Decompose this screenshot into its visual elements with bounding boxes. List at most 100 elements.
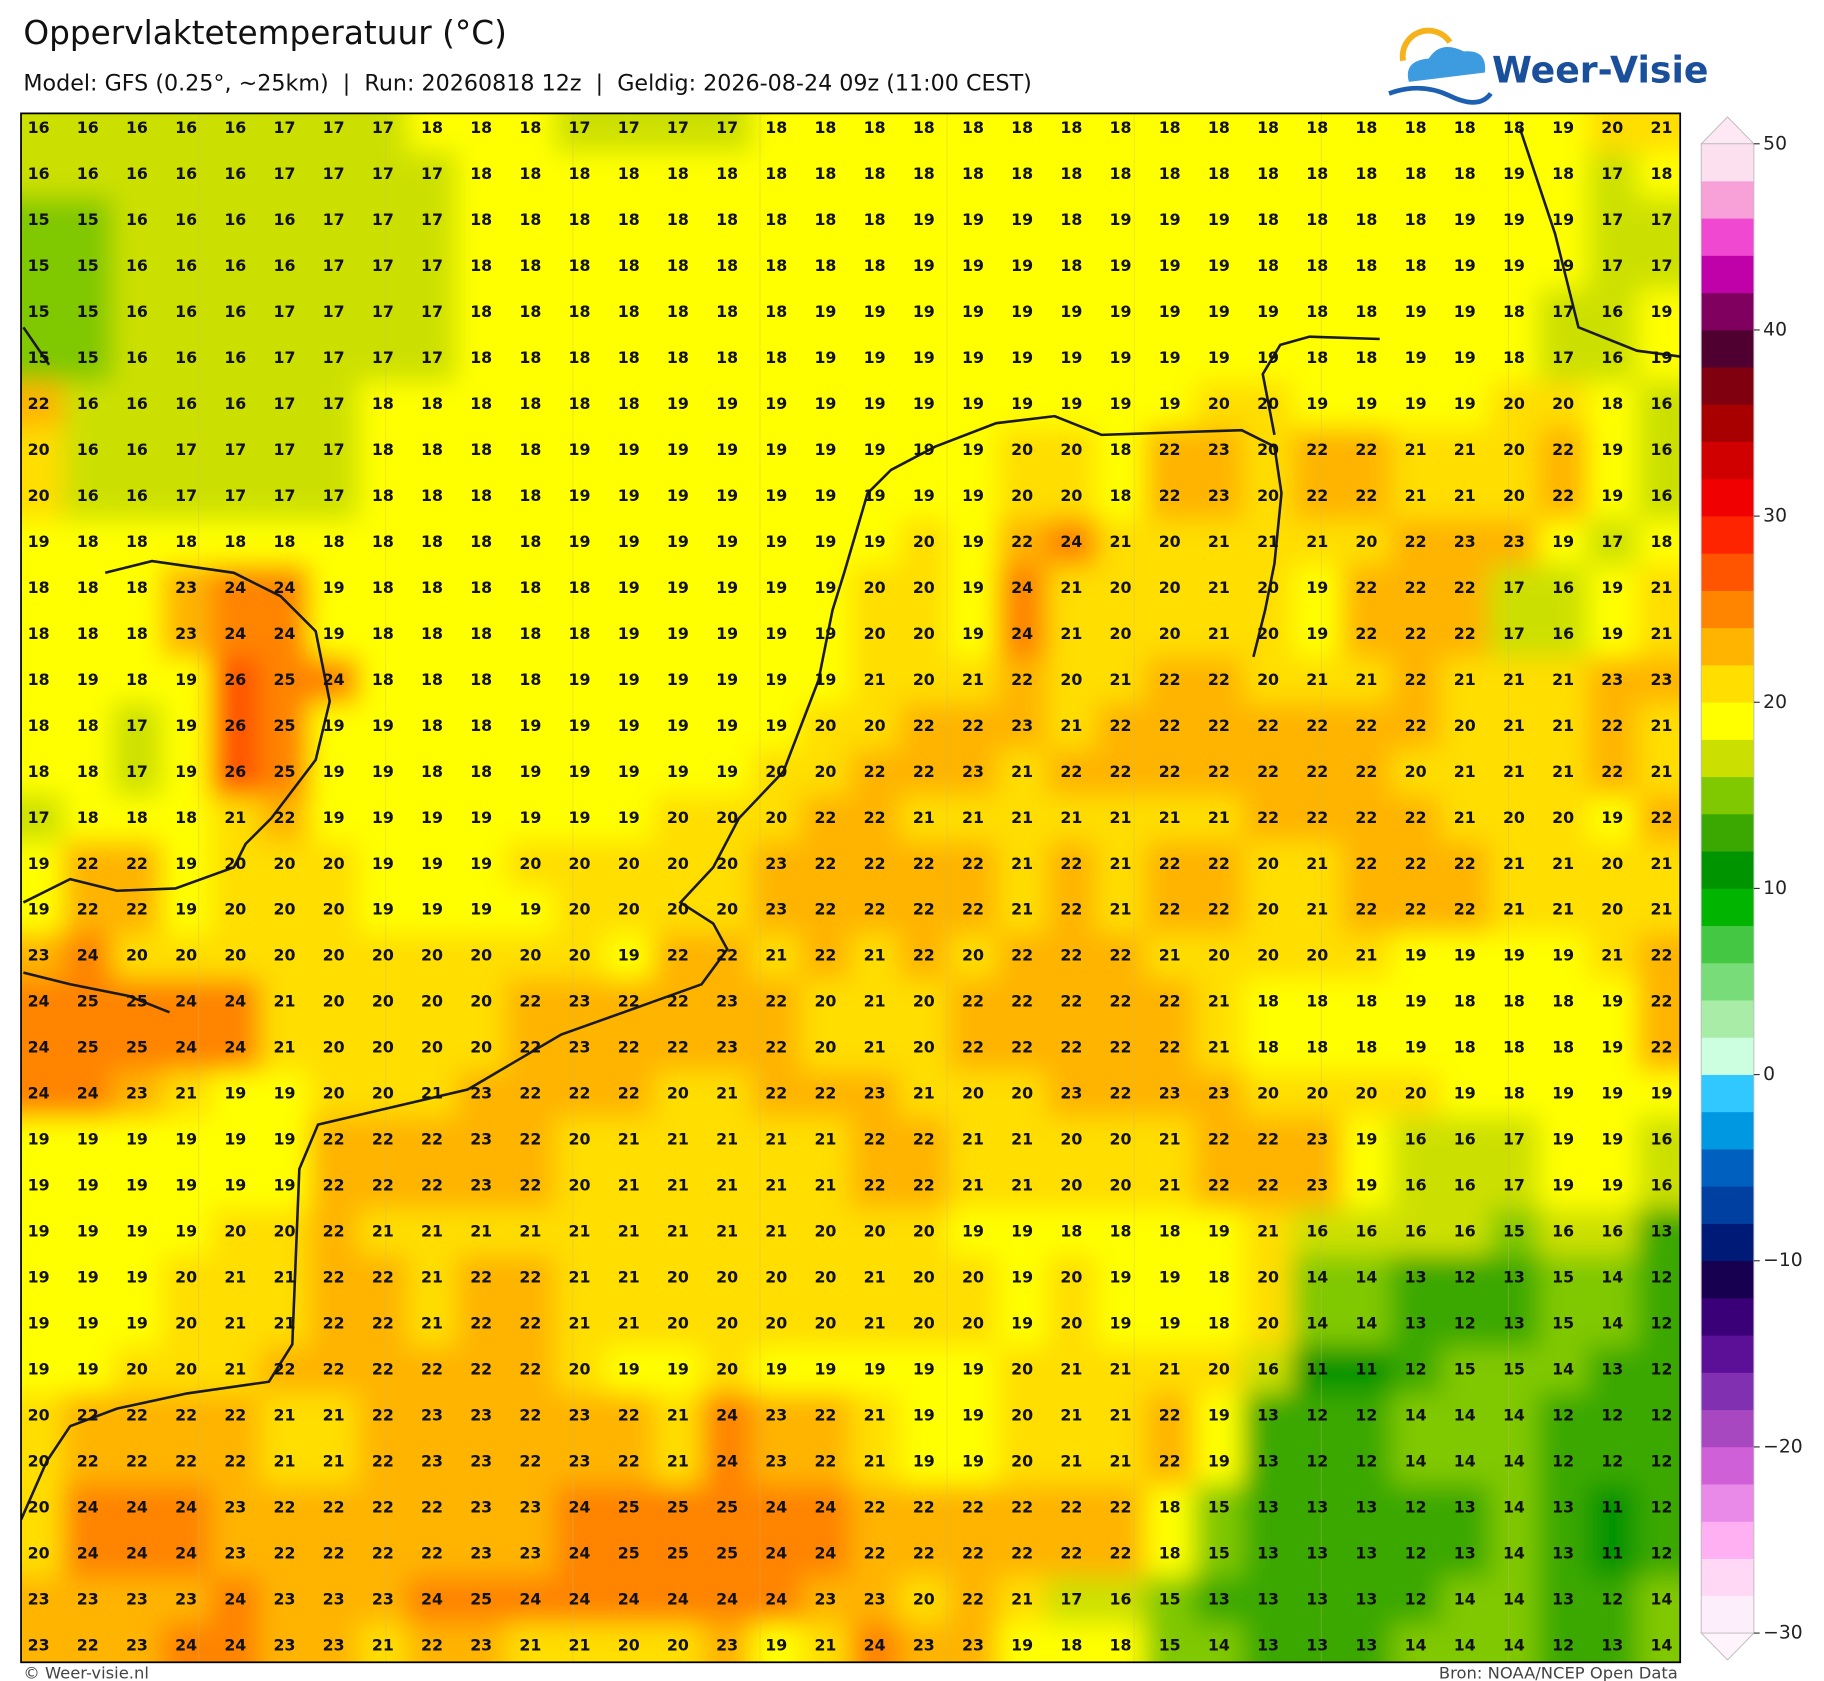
temperature-label: 22 xyxy=(1355,808,1377,827)
temperature-cell xyxy=(112,979,163,1026)
temperature-label: 13 xyxy=(1306,1543,1328,1562)
temperature-cell xyxy=(1587,151,1638,199)
colorbar-box xyxy=(1701,1446,1754,1485)
temperature-label: 22 xyxy=(1159,716,1181,735)
temperature-label: 23 xyxy=(1454,532,1476,551)
temperature-label: 18 xyxy=(470,486,492,505)
temperature-cell xyxy=(358,657,409,704)
temperature-label: 19 xyxy=(1601,1176,1623,1195)
temperature-label: 19 xyxy=(864,1360,886,1379)
temperature-label: 20 xyxy=(667,1635,689,1654)
temperature-label: 16 xyxy=(126,440,148,459)
temperature-label: 19 xyxy=(716,762,738,781)
temperature-label: 19 xyxy=(814,440,836,459)
temperature-cell xyxy=(1489,197,1540,245)
temperature-cell xyxy=(554,1117,605,1164)
temperature-cell xyxy=(210,289,261,337)
temperature-label: 18 xyxy=(864,118,886,137)
temperature-cell xyxy=(1587,1485,1638,1532)
temperature-label: 19 xyxy=(814,1360,836,1379)
temperature-label: 18 xyxy=(126,808,148,827)
temperature-label: 18 xyxy=(28,578,50,597)
temperature-label: 19 xyxy=(765,1360,787,1379)
temperature-label: 23 xyxy=(716,1635,738,1654)
temperature-label: 12 xyxy=(1405,1360,1427,1379)
temperature-cell xyxy=(1145,381,1195,429)
temperature-label: 20 xyxy=(913,1268,935,1287)
temperature-cell xyxy=(1341,335,1392,383)
temperature-label: 22 xyxy=(77,1406,99,1425)
temperature-cell xyxy=(1243,1393,1294,1440)
temperature-cell xyxy=(604,1163,654,1210)
temperature-cell xyxy=(1341,243,1392,291)
temperature-label: 22 xyxy=(962,992,984,1011)
temperature-label: 22 xyxy=(126,1452,148,1471)
temperature-label: 21 xyxy=(1306,900,1328,919)
temperature-label: 18 xyxy=(1405,210,1427,229)
temperature-cell xyxy=(997,243,1048,291)
temperature-cell xyxy=(1390,1576,1441,1624)
temperature-label: 22 xyxy=(1355,716,1377,735)
temperature-cell xyxy=(21,887,64,934)
temperature-cell xyxy=(604,703,654,750)
temperature-cell xyxy=(1145,703,1195,750)
temperature-label: 23 xyxy=(323,1589,345,1608)
temperature-cell xyxy=(554,243,605,291)
temperature-label: 22 xyxy=(519,992,541,1011)
temperature-cell xyxy=(948,565,999,612)
temperature-label: 18 xyxy=(519,578,541,597)
temperature-cell xyxy=(1292,1439,1343,1486)
temperature-cell xyxy=(1243,1071,1294,1118)
temperature-label: 19 xyxy=(1601,1130,1623,1149)
meridians xyxy=(198,113,1509,1663)
temperature-label: 12 xyxy=(1650,1497,1672,1516)
temperature-cell xyxy=(1194,933,1245,980)
temperature-cell xyxy=(1243,795,1294,842)
temperature-label: 21 xyxy=(1060,624,1082,643)
temperature-cell xyxy=(456,381,507,429)
temperature-cell xyxy=(505,1301,556,1348)
temperature-label: 21 xyxy=(913,808,935,827)
temperature-cell xyxy=(407,519,458,566)
temperature-cell xyxy=(112,887,163,934)
temperature-label: 21 xyxy=(1060,578,1082,597)
temperature-label: 19 xyxy=(1552,118,1574,137)
temperature-cell xyxy=(21,197,64,245)
temperature-cell xyxy=(1145,1576,1195,1624)
temperature-label: 18 xyxy=(1355,256,1377,275)
temperature-label: 22 xyxy=(667,1038,689,1057)
temperature-cell xyxy=(309,1439,359,1486)
temperature-label: 21 xyxy=(1650,716,1672,735)
temperature-label: 18 xyxy=(519,210,541,229)
temperature-label: 18 xyxy=(421,716,443,735)
temperature-cell xyxy=(1390,703,1441,750)
temperature-cell xyxy=(1145,335,1195,383)
temperature-label: 16 xyxy=(1405,1130,1427,1149)
temperature-cell xyxy=(1292,1209,1343,1256)
temperature-label: 20 xyxy=(1257,440,1279,459)
temperature-label: 13 xyxy=(1503,1314,1525,1333)
temperature-label: 18 xyxy=(421,670,443,689)
temperature-cell xyxy=(1243,1576,1294,1624)
temperature-cell xyxy=(161,795,212,842)
temperature-label: 14 xyxy=(1454,1452,1476,1471)
temperature-cell xyxy=(161,113,212,153)
temperature-label: 21 xyxy=(1060,1452,1082,1471)
temperature-cell xyxy=(21,1347,64,1394)
temperature-label: 20 xyxy=(1011,1360,1033,1379)
temperature-label: 22 xyxy=(421,1360,443,1379)
temperature-label: 22 xyxy=(372,1176,394,1195)
temperature-label: 20 xyxy=(864,716,886,735)
temperature-cell xyxy=(1440,1622,1490,1663)
temperature-label: 24 xyxy=(77,1497,99,1516)
temperature-label: 19 xyxy=(1355,394,1377,413)
temperature-label: 19 xyxy=(765,394,787,413)
temperature-label: 19 xyxy=(323,578,345,597)
temperature-label: 24 xyxy=(273,578,295,597)
temperature-label: 12 xyxy=(1601,1589,1623,1608)
temperature-cell xyxy=(259,151,310,199)
temperature-label: 21 xyxy=(224,1314,246,1333)
temperature-cell xyxy=(554,381,605,429)
temperature-label: 21 xyxy=(1306,670,1328,689)
temperature-label: 19 xyxy=(618,578,640,597)
